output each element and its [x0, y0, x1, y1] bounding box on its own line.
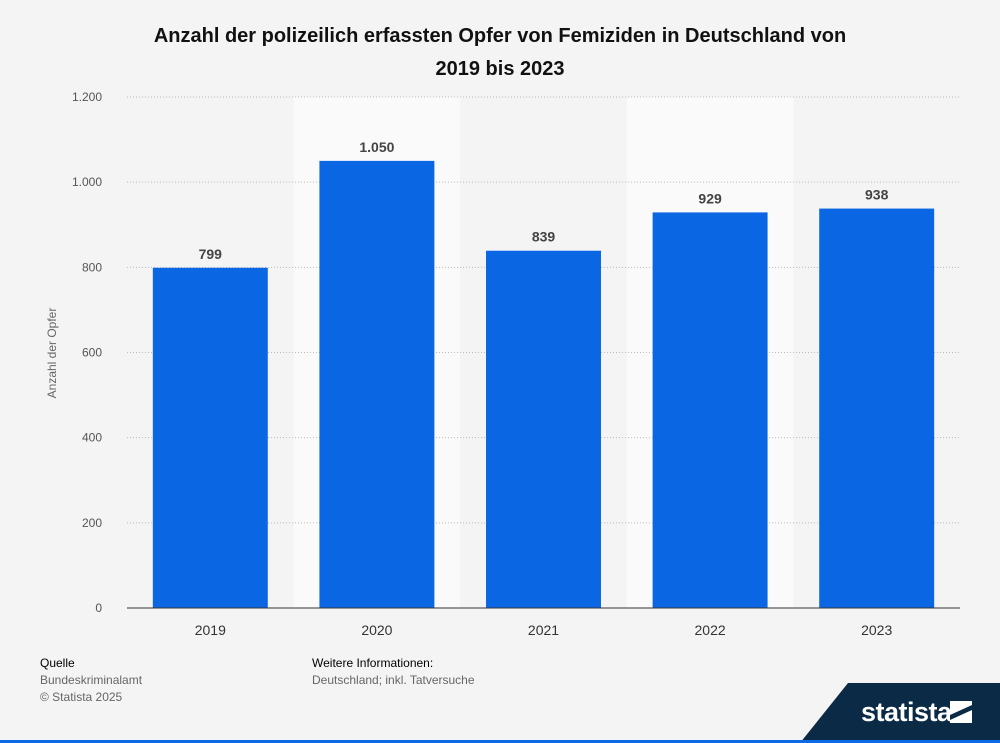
bars: [152, 160, 935, 609]
chart-title-line-2: 2019 bis 2023: [436, 58, 565, 80]
bar-2022[interactable]: [652, 212, 768, 609]
source-block: Quelle Bundeskriminalamt © Statista 2025: [40, 655, 142, 706]
x-axis-labels: 2019 2020 2021 2022 2023: [195, 622, 893, 638]
value-label: 938: [865, 187, 889, 203]
chart-title-line-1: Anzahl der polizeilich erfassten Opfer v…: [154, 25, 846, 47]
x-tick-label: 2020: [361, 622, 392, 638]
accent-line: [0, 740, 1000, 743]
copyright-text: © Statista 2025: [40, 690, 123, 704]
y-tick-label: 1.000: [72, 175, 102, 189]
bar-2021[interactable]: [486, 250, 601, 608]
y-tick-label: 800: [82, 260, 102, 274]
value-labels: 799 1.050 839 929 938: [199, 139, 889, 262]
value-label: 839: [532, 229, 556, 245]
y-tick-label: 200: [82, 516, 102, 530]
x-tick-label: 2022: [695, 622, 726, 638]
info-text: Deutschland; inkl. Tatversuche: [312, 673, 475, 687]
bar-chart: Anzahl der polizeilich erfassten Opfer v…: [45, 25, 960, 638]
y-axis-ticks: 0 200 400 600 800 1.000 1.200: [72, 90, 102, 615]
value-label: 929: [698, 190, 722, 206]
x-tick-label: 2019: [195, 622, 226, 638]
info-heading: Weitere Informationen:: [312, 656, 434, 670]
source-heading: Quelle: [40, 656, 75, 670]
y-tick-label: 1.200: [72, 90, 102, 104]
bar-2023[interactable]: [819, 208, 935, 608]
y-tick-label: 0: [95, 601, 102, 615]
statista-logo[interactable]: statista: [800, 683, 1000, 743]
x-tick-label: 2021: [528, 622, 559, 638]
y-tick-label: 600: [82, 346, 102, 360]
x-tick-label: 2023: [861, 622, 892, 638]
value-label: 1.050: [359, 139, 394, 155]
source-text[interactable]: Bundeskriminalamt: [40, 673, 143, 687]
y-tick-label: 400: [82, 431, 102, 445]
statista-mark-icon: [950, 701, 972, 723]
logo-text: statista: [861, 697, 952, 727]
bar-2020[interactable]: [319, 160, 435, 608]
y-axis-label: Anzahl der Opfer: [45, 308, 59, 399]
value-label: 799: [199, 246, 223, 262]
bar-2019[interactable]: [152, 267, 268, 608]
info-block: Weitere Informationen: Deutschland; inkl…: [312, 655, 475, 689]
